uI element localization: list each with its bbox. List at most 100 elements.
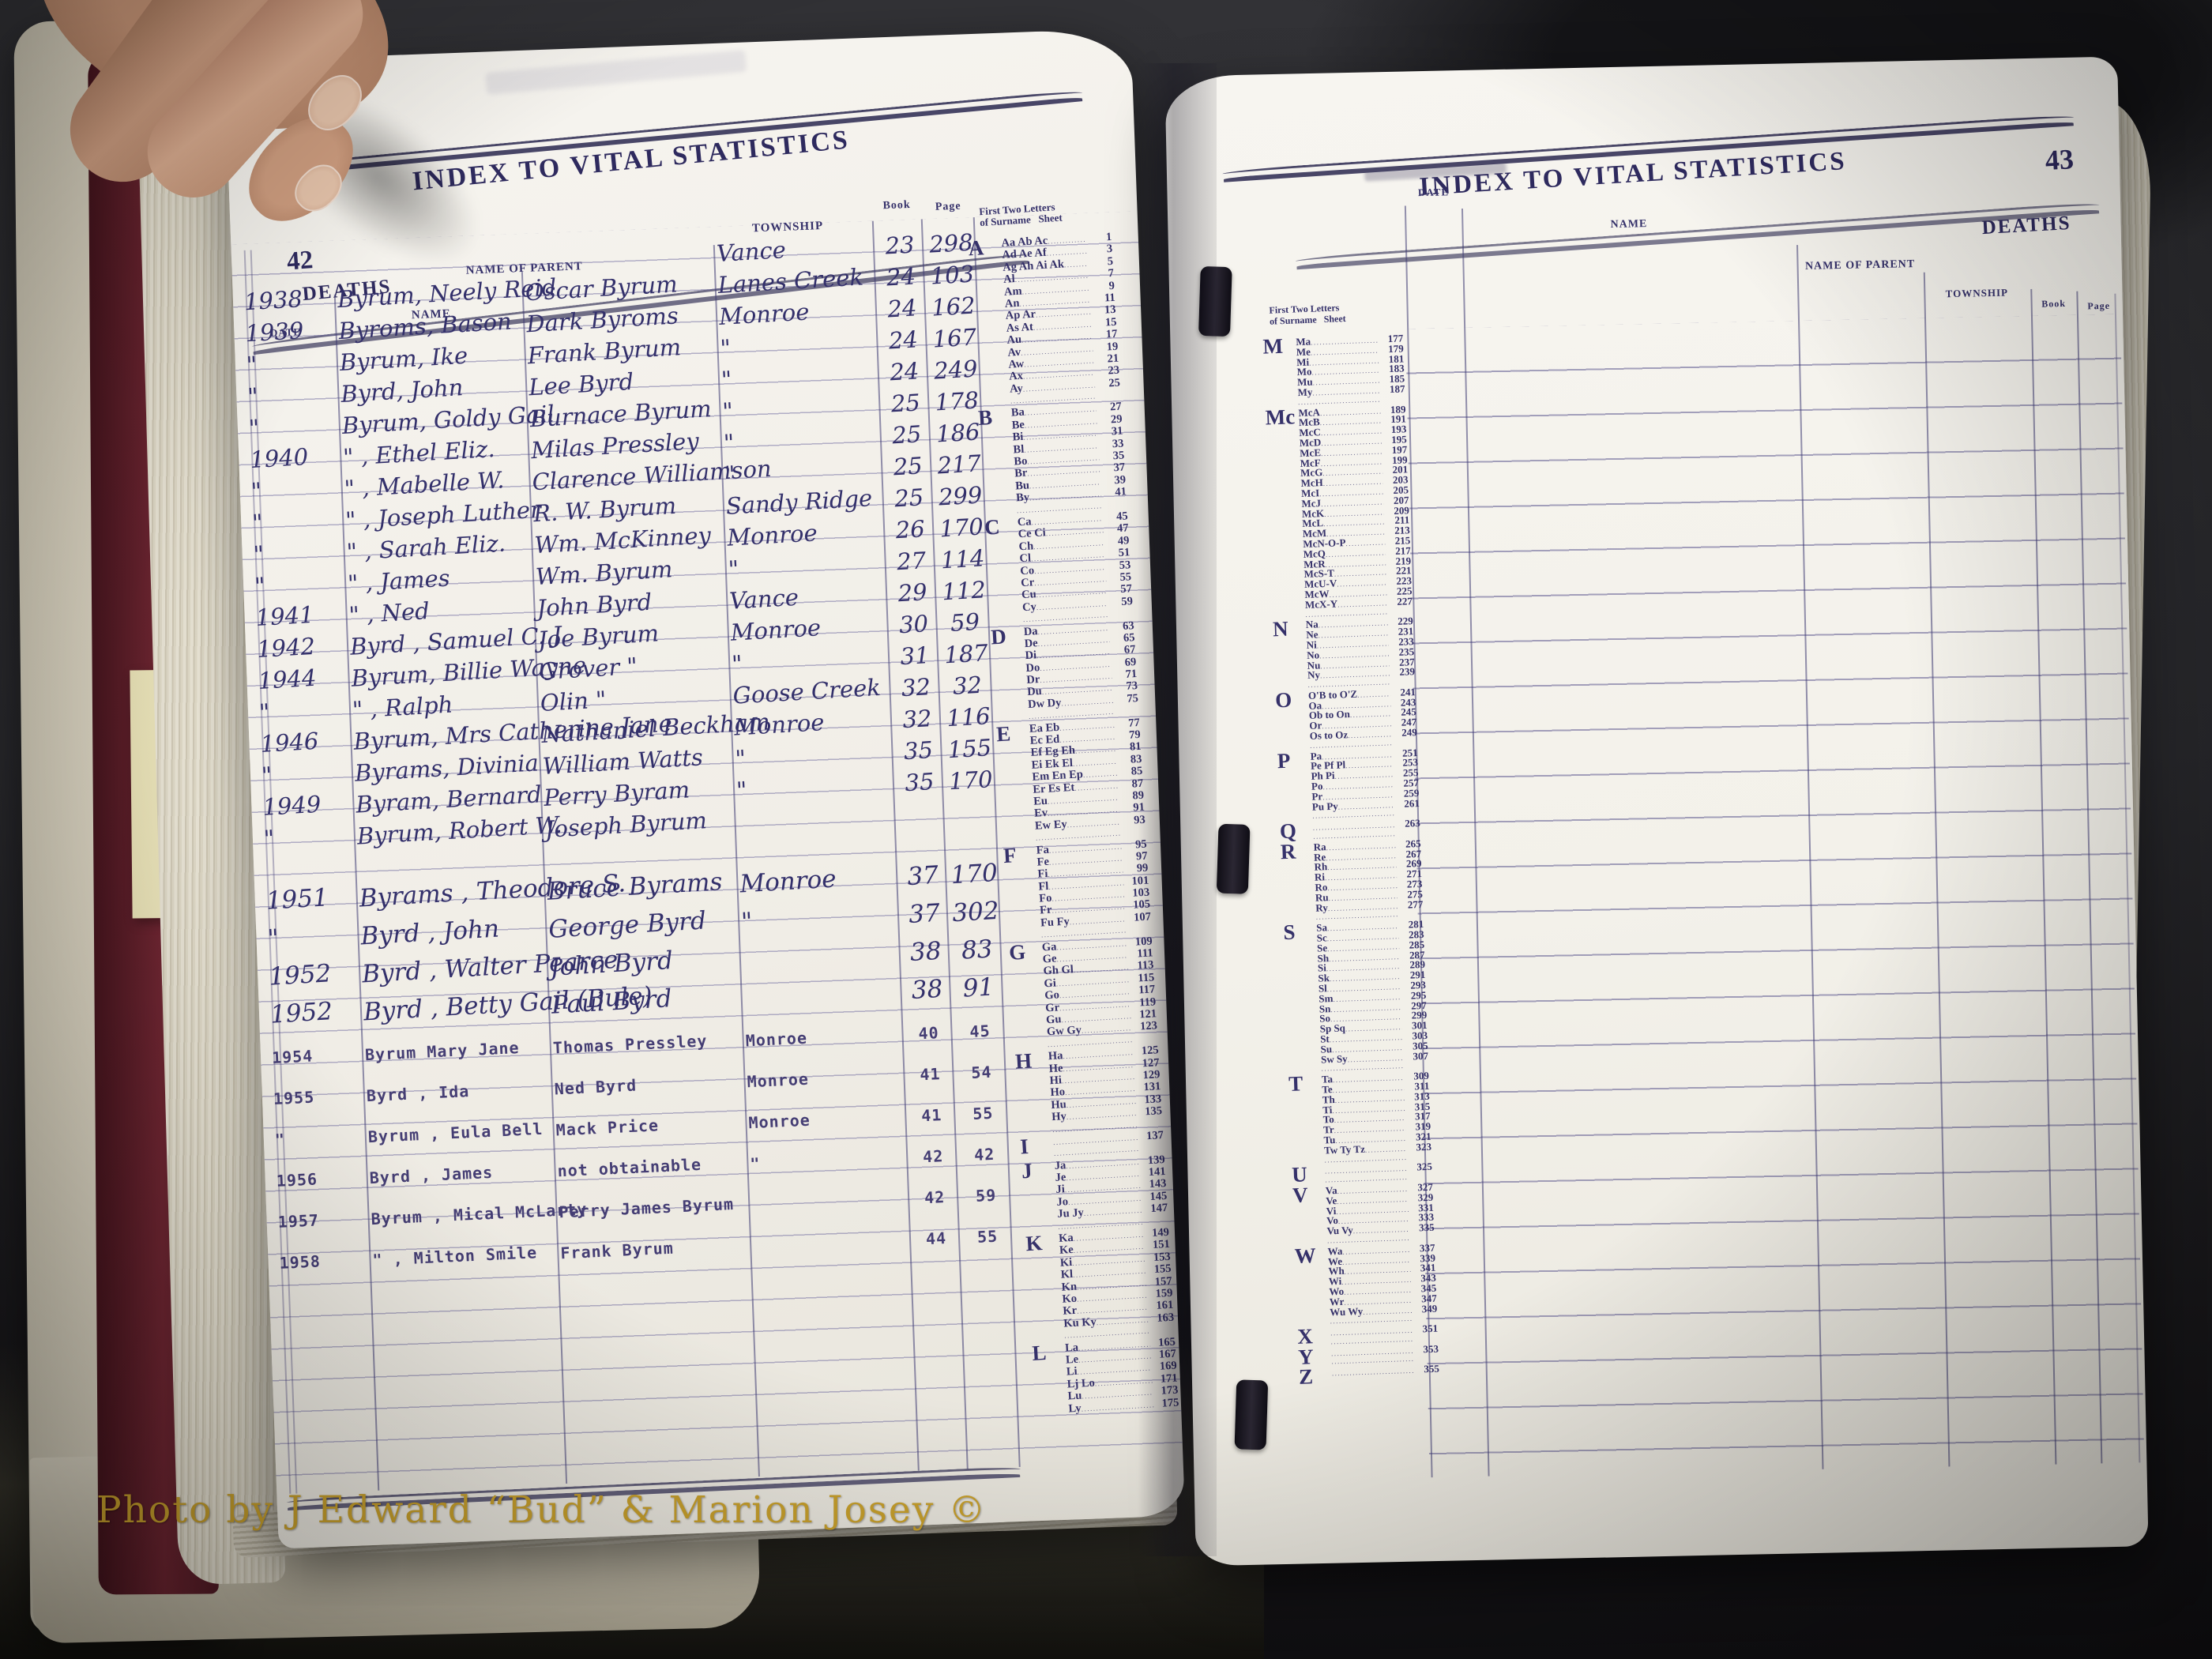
cell-book: 29 (897, 578, 928, 608)
index-label: By (1015, 491, 1030, 505)
staple (1234, 1379, 1269, 1450)
index-label: Ja (1054, 1158, 1066, 1172)
cell-page: 55 (972, 1103, 994, 1123)
cell-date: " (247, 414, 261, 442)
cell-date: 1956 (276, 1169, 318, 1191)
cell-page: 170 (950, 858, 999, 890)
index-label: Du (1026, 685, 1043, 699)
index-label: Ay (1009, 382, 1024, 396)
index-label: Av (1007, 345, 1021, 359)
index-label: Go (1044, 988, 1060, 1003)
index-label: Kr (1062, 1304, 1078, 1319)
column-header-book: Book (882, 198, 911, 213)
cell-township: Vance (728, 583, 799, 615)
index-label: Gh Gl (1043, 963, 1074, 978)
index-label: Br (1014, 466, 1028, 480)
cell-page: 112 (941, 576, 987, 606)
index-label: Am (1003, 284, 1023, 299)
index-label: Bi (1012, 431, 1024, 444)
cell-township: Monroe (718, 298, 811, 330)
index-header-line2: of Surname (1269, 314, 1317, 327)
index-sheet-number (1413, 1320, 1438, 1321)
index-label: Fi (1037, 867, 1048, 881)
cell-book: 26 (894, 515, 926, 544)
cell-page: 83 (960, 935, 994, 965)
cell-page: 32 (952, 671, 983, 700)
cell-date: " (258, 698, 271, 726)
photographer-watermark: Photo by J Edward “Bud” & Marion Josey © (96, 1488, 988, 1532)
index-label: Ce Ci (1018, 526, 1047, 541)
column-header-township: TOWNSHIP (1945, 286, 2009, 300)
cell-date: 1955 (273, 1087, 315, 1108)
index-sheet-number: 59 (1120, 594, 1134, 608)
cell-date: 1941 (254, 600, 315, 632)
cell-book: 31 (899, 641, 931, 671)
index-label: Al (1003, 273, 1016, 287)
column-header-page: Page (935, 200, 961, 213)
cell-book: 42 (922, 1146, 944, 1167)
cell-page: 55 (976, 1226, 999, 1247)
cell-date: 1944 (257, 664, 318, 694)
entries-typed: 1954 Byrum Mary Jane Thomas Pressley Mon… (261, 1021, 1020, 1296)
cell-book: 32 (901, 673, 931, 702)
cell-page: 59 (950, 608, 980, 637)
cell-date: 1952 (269, 997, 333, 1029)
index-sheet-number (1407, 1158, 1432, 1159)
cell-township: Sandy Ridge (724, 484, 874, 520)
cell-page: 155 (946, 734, 992, 764)
index-label: Fa (1036, 843, 1050, 857)
cell-page: 170 (948, 766, 994, 796)
book-gutter-shadow (1138, 63, 1217, 1556)
cell-book: 30 (898, 610, 929, 639)
cell-page: 217 (936, 450, 982, 480)
cell-township: Vance (716, 236, 787, 268)
cell-book: 24 (887, 325, 919, 355)
cell-book: 41 (919, 1064, 942, 1085)
cell-township: Monroe (739, 864, 837, 899)
index-sheet-number (1394, 814, 1420, 815)
hand (0, 0, 632, 411)
column-header-date: DATE (1417, 186, 1450, 199)
column-header-parent: NAME OF PARENT (1804, 258, 1916, 273)
cell-date: 1958 (279, 1251, 322, 1273)
index-sheet-number: 25 (1108, 376, 1121, 390)
surname-index-header: First Two Letters of Surname Sheet (1269, 299, 1412, 327)
index-label: Fl (1037, 879, 1049, 893)
index-header-sheet: Sheet (1323, 312, 1346, 325)
index-sheet-number (1102, 506, 1127, 508)
cell-page: 116 (946, 702, 991, 732)
index-label: Je (1055, 1171, 1066, 1185)
index-label: Ny (1307, 668, 1321, 682)
index-label: Cu (1021, 588, 1037, 602)
cell-page: 170 (939, 513, 984, 543)
cell-date: " (262, 825, 276, 852)
index-label: Ch (1018, 540, 1034, 554)
cell-book: 24 (886, 294, 918, 323)
index-label: Fu Fy (1040, 915, 1070, 930)
header-double-rule-bottom (1295, 201, 2100, 265)
cell-date: 1949 (261, 790, 322, 821)
cell-page: 45 (969, 1021, 991, 1042)
index-sheet-number (1387, 613, 1413, 614)
cell-date: " (250, 477, 263, 506)
cell-page: 299 (938, 481, 984, 511)
index-label: Au (1006, 333, 1022, 347)
page-number: 43 (2044, 143, 2075, 177)
cell-book: 44 (925, 1228, 947, 1249)
cell-book: 23 (884, 231, 916, 260)
index-label: Li (1066, 1365, 1078, 1379)
index-label: Di (1025, 649, 1037, 663)
index-label: Cy (1021, 600, 1037, 614)
cell-date: " (266, 924, 280, 954)
right-page: INDEX TO VITAL STATISTICS 43 DEATHS DATE… (1164, 56, 2149, 1567)
cell-date: 1954 (271, 1046, 314, 1067)
cell-page: 91 (961, 972, 995, 1003)
cell-page: 302 (951, 896, 1000, 928)
cell-page: 54 (970, 1062, 993, 1083)
index-label: Ry (1315, 901, 1329, 914)
index-label: Lu (1067, 1389, 1082, 1403)
index-label: Ha (1048, 1049, 1063, 1063)
cell-page: 42 (973, 1144, 995, 1164)
cell-page: 114 (939, 544, 986, 574)
cell-page: 186 (935, 418, 981, 448)
